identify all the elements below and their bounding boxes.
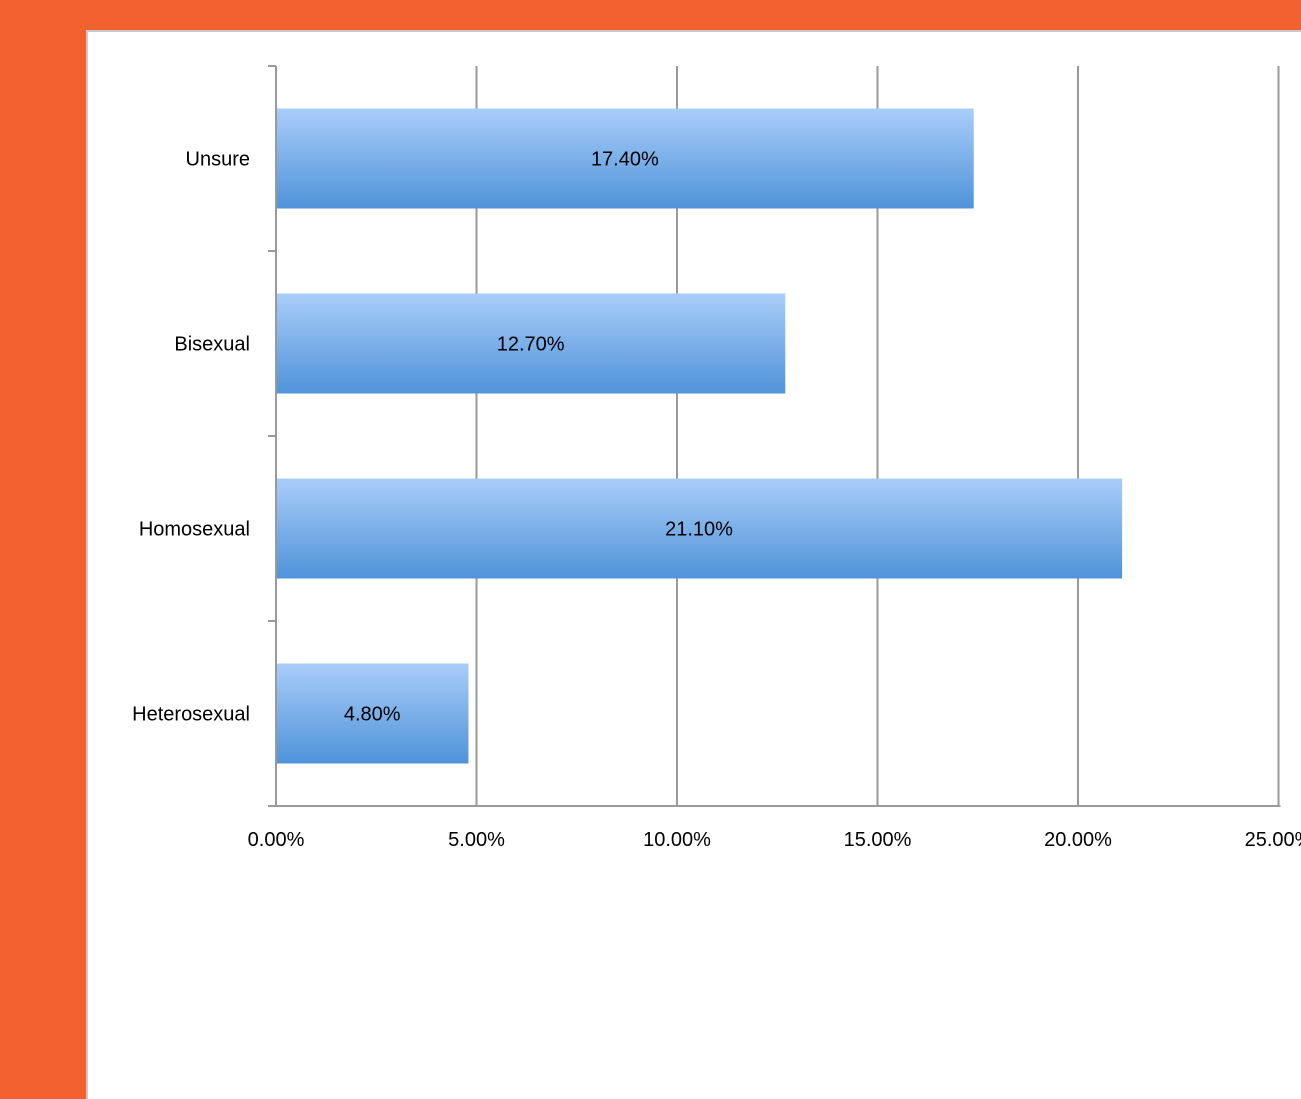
category-label: Unsure <box>186 149 250 171</box>
category-label: Heterosexual <box>132 704 250 726</box>
bar <box>277 293 786 394</box>
x-tick-label: 15.00% <box>844 829 912 851</box>
bar <box>277 663 469 764</box>
bar <box>277 478 1123 579</box>
category-label: Homosexual <box>139 519 250 541</box>
x-tick-label: 25.00% <box>1245 829 1301 851</box>
bar-value-label: 17.40% <box>591 149 659 171</box>
chart-area: 17.40% 12.70% 21.10% 4.80% 0.00% 5.00% 10.00%… <box>86 30 1301 1099</box>
x-tick-label: 20.00% <box>1044 829 1112 851</box>
x-tick-label: 10.00% <box>643 829 711 851</box>
x-tick-label: 5.00% <box>448 829 505 851</box>
x-tick-label: 0.00% <box>248 829 305 851</box>
bar-value-label: 12.70% <box>497 334 565 356</box>
bar-value-label: 21.10% <box>665 519 733 541</box>
bar-chart: 17.40% 12.70% 21.10% 4.80% 0.00% 5.00% 10.00%… <box>132 65 1301 851</box>
bar <box>277 108 974 209</box>
bar-value-label: 4.80% <box>344 704 401 726</box>
category-label: Bisexual <box>174 334 250 356</box>
